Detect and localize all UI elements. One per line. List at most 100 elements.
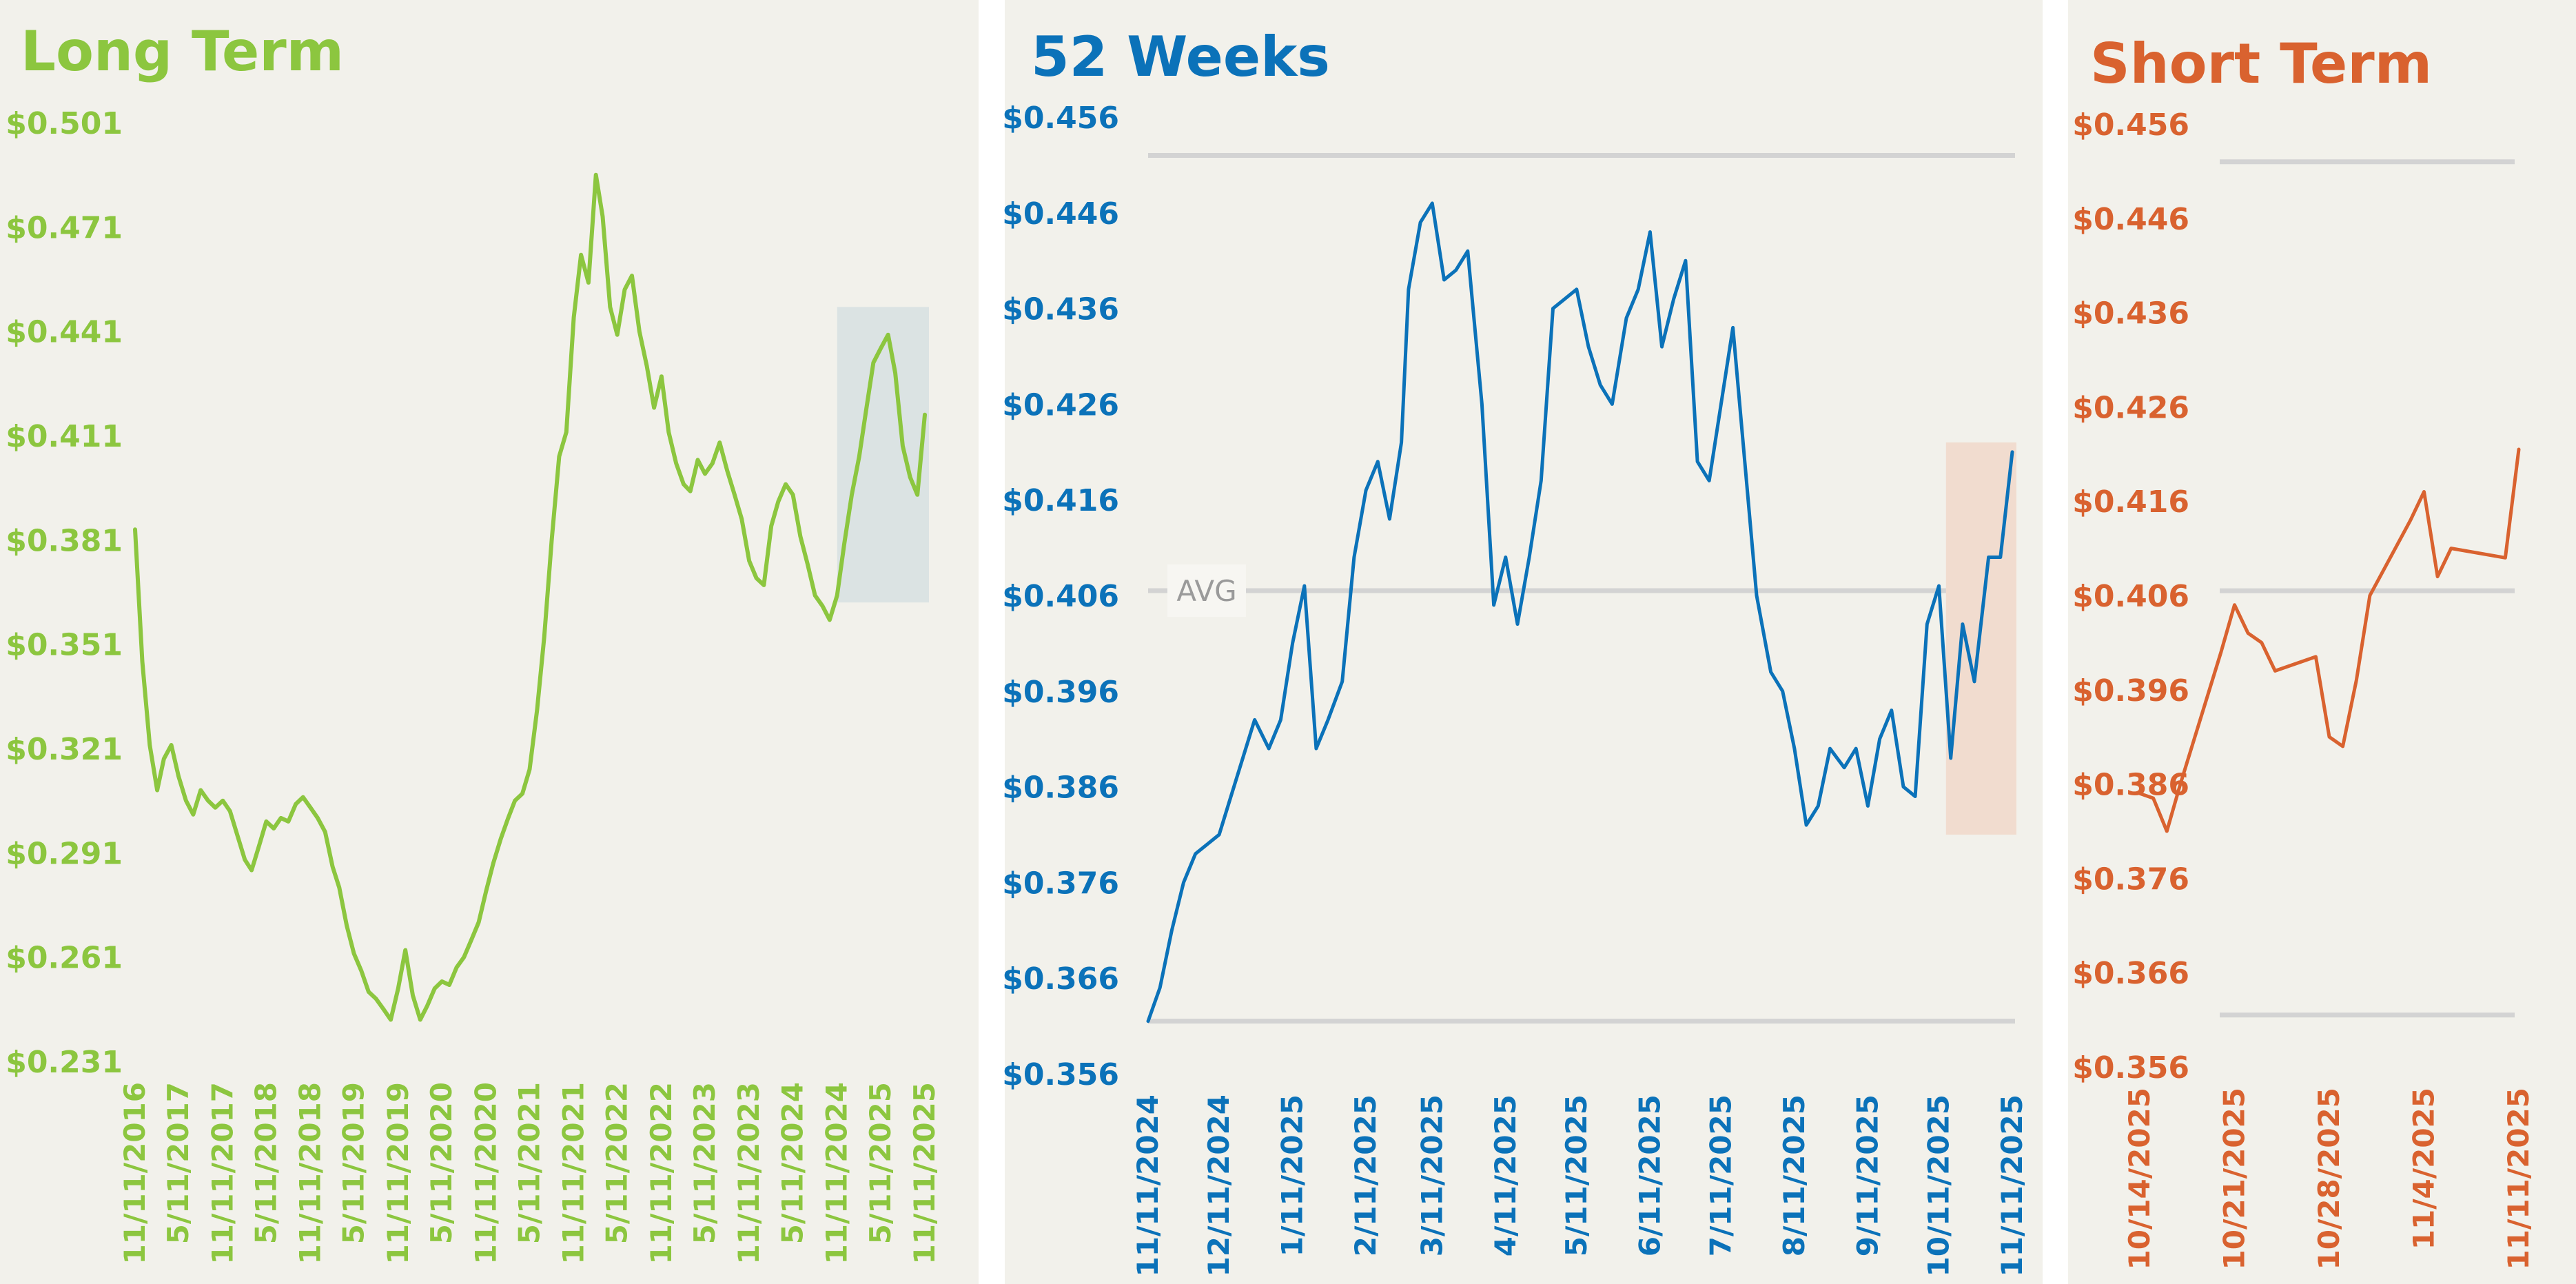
data-point [2437, 575, 2439, 578]
data-point [2355, 680, 2358, 682]
x-tick-label: 11/11/2021 [557, 1082, 591, 1264]
data-point [1611, 403, 1613, 405]
y-tick-label: $0.426 [2072, 390, 2189, 425]
data-point [668, 431, 670, 433]
x-tick-label: 11/4/2025 [2407, 1088, 2441, 1250]
data-point [1649, 231, 1651, 233]
x-tick-label: 5/11/2021 [512, 1082, 546, 1244]
data-point [1661, 346, 1663, 348]
x-tick-label: 11/11/2025 [908, 1082, 941, 1264]
data-point [244, 859, 246, 861]
data-point [367, 991, 369, 993]
data-point [522, 793, 524, 795]
data-point [1902, 786, 1904, 788]
data-point [156, 789, 159, 791]
long-term-chart: $0.501 $0.471 $0.441 $0.411 $0.381 $0.351 $0.3… [6, 106, 941, 1264]
data-point [529, 768, 531, 771]
data-point [1254, 719, 1256, 721]
data-point [1280, 719, 1282, 721]
data-point [163, 758, 165, 760]
y-tick-label: $0.291 [6, 836, 123, 871]
data-point [2423, 491, 2425, 493]
data-point [1493, 604, 1495, 606]
data-point [799, 536, 801, 538]
data-point [1431, 202, 1433, 204]
data-point [1673, 298, 1675, 300]
data-point [1781, 690, 1783, 692]
data-point [1879, 738, 1881, 740]
y-tick-label: $0.436 [2072, 296, 2189, 332]
data-point [697, 459, 699, 461]
x-tick-label: 5/11/2023 [688, 1082, 722, 1244]
data-point [397, 988, 399, 990]
data-point [814, 595, 816, 597]
data-point [375, 998, 377, 1000]
data-point [1218, 834, 1220, 836]
data-point [1516, 623, 1518, 625]
data-point [2315, 655, 2317, 658]
data-point [485, 890, 487, 892]
data-point [901, 445, 903, 447]
data-point [1793, 748, 1795, 750]
data-point [222, 799, 224, 802]
data-point [1817, 805, 1819, 807]
data-point [192, 813, 194, 815]
data-point [324, 831, 326, 833]
data-point [1194, 853, 1196, 855]
y-tick-label: $0.376 [1002, 866, 1119, 901]
x-tick-label: 5/11/2022 [600, 1082, 634, 1244]
data-point [1890, 709, 1892, 711]
data-point [609, 306, 611, 308]
data-point [1829, 748, 1831, 750]
data-point [2260, 642, 2262, 644]
x-tick-label: 11/11/2025 [1995, 1094, 2029, 1276]
data-point [1867, 805, 1869, 807]
x-tick-label: 2/11/2025 [1349, 1094, 1382, 1256]
data-point [478, 921, 480, 924]
data-point [536, 709, 538, 711]
data-point [865, 410, 867, 412]
data-point [2152, 797, 2154, 799]
data-point [1855, 748, 1857, 750]
data-point [353, 952, 355, 955]
x-tick-label: 11/11/2023 [732, 1082, 766, 1264]
data-point [711, 462, 713, 465]
data-point [1481, 403, 1483, 405]
data-point [895, 372, 897, 374]
data-point [1938, 585, 1940, 587]
y-tick-label: $0.436 [1002, 292, 1119, 327]
x-tick-label: 3/11/2025 [1415, 1094, 1449, 1256]
data-point [909, 476, 911, 478]
data-point [1377, 460, 1379, 462]
data-point [1806, 824, 1808, 826]
data-point [1843, 766, 1846, 768]
x-tick-label: 5/11/2020 [425, 1082, 458, 1244]
data-point [844, 542, 846, 544]
series-line [1146, 201, 2014, 1023]
data-point [1147, 1020, 1149, 1022]
52-weeks-title: 52 Weeks [1031, 25, 1330, 89]
data-point [1732, 327, 1734, 329]
data-point [1268, 748, 1270, 750]
x-tick-label: 1/11/2025 [1276, 1094, 1309, 1256]
data-point [763, 584, 765, 586]
data-point [1159, 987, 1161, 989]
y-tick-label: $0.501 [6, 106, 123, 141]
data-point [1443, 278, 1445, 281]
data-point [170, 744, 172, 746]
data-point [2409, 519, 2411, 521]
data-point [141, 660, 143, 662]
data-point [573, 316, 575, 318]
data-point [1914, 795, 1916, 797]
data-point [1744, 460, 1746, 462]
data-point [631, 274, 633, 276]
data-point [185, 799, 187, 802]
data-point [2166, 830, 2168, 833]
data-point [646, 365, 648, 367]
data-point [675, 462, 677, 465]
data-point [851, 493, 853, 496]
data-point [1637, 288, 1639, 290]
x-tick-label: 11/11/2025 [2502, 1088, 2535, 1270]
data-point [551, 539, 553, 541]
data-point [1575, 288, 1577, 290]
